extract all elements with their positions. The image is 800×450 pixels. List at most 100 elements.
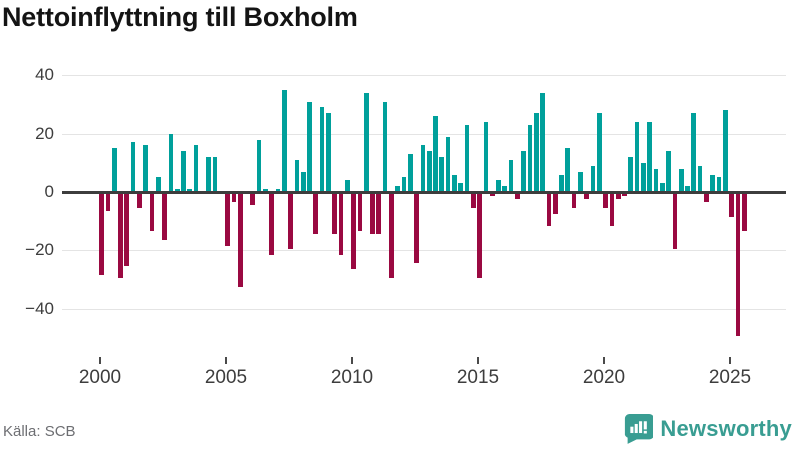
bar bbox=[162, 193, 167, 241]
bar bbox=[622, 193, 627, 197]
bar bbox=[407, 154, 413, 192]
grid-line bbox=[62, 250, 786, 252]
bar bbox=[313, 193, 319, 235]
x-tick-label: 2010 bbox=[330, 367, 374, 388]
x-tick-mark bbox=[603, 357, 605, 364]
bar bbox=[105, 193, 111, 211]
bar bbox=[181, 151, 186, 192]
bar bbox=[508, 159, 514, 192]
bar bbox=[237, 193, 243, 287]
bar bbox=[351, 193, 356, 270]
bar bbox=[256, 139, 262, 192]
bar bbox=[533, 113, 539, 192]
x-tick-mark bbox=[477, 357, 479, 364]
bar bbox=[420, 145, 426, 192]
bar bbox=[332, 193, 338, 235]
bar bbox=[206, 157, 212, 192]
grid-line bbox=[62, 133, 786, 135]
bar bbox=[704, 193, 709, 203]
bar bbox=[483, 122, 489, 192]
bar bbox=[319, 107, 325, 192]
bar bbox=[641, 162, 646, 192]
bar bbox=[489, 193, 495, 197]
x-tick-mark bbox=[729, 357, 731, 364]
bar bbox=[609, 193, 615, 226]
bar bbox=[477, 193, 482, 279]
bar bbox=[307, 101, 312, 192]
bar bbox=[357, 193, 363, 232]
bar bbox=[231, 193, 237, 203]
bar bbox=[666, 151, 671, 192]
bar bbox=[521, 151, 527, 192]
zero-axis-line bbox=[62, 190, 786, 194]
source-note: Källa: SCB bbox=[3, 423, 76, 440]
grid-line bbox=[62, 308, 786, 310]
bar bbox=[124, 193, 130, 267]
bar bbox=[281, 89, 287, 192]
bar bbox=[540, 92, 545, 192]
x-tick-label: 2020 bbox=[582, 367, 626, 388]
bar bbox=[212, 157, 218, 192]
bar bbox=[565, 148, 571, 192]
bar bbox=[659, 183, 665, 192]
bar bbox=[458, 183, 464, 192]
bar bbox=[615, 193, 621, 200]
bar bbox=[722, 110, 728, 192]
bar bbox=[546, 193, 552, 226]
bar bbox=[685, 186, 690, 192]
bar bbox=[527, 124, 533, 192]
bar bbox=[137, 193, 142, 209]
bar bbox=[149, 193, 155, 232]
bar bbox=[578, 171, 583, 192]
x-tick-label: 2025 bbox=[708, 367, 752, 388]
bar bbox=[496, 180, 501, 192]
newsworthy-logo: Newsworthy bbox=[624, 413, 792, 444]
bar bbox=[250, 193, 256, 206]
bar bbox=[628, 157, 634, 192]
bar bbox=[426, 151, 432, 192]
bar bbox=[155, 177, 161, 192]
x-tick-mark bbox=[99, 357, 101, 364]
bar bbox=[389, 193, 394, 279]
bar bbox=[130, 142, 136, 192]
bar bbox=[445, 136, 451, 192]
newsworthy-speech-bubble-chart-icon bbox=[624, 413, 655, 444]
bar bbox=[729, 193, 734, 217]
bar bbox=[401, 177, 407, 192]
bar bbox=[647, 122, 653, 192]
bar bbox=[678, 168, 684, 192]
bar bbox=[326, 113, 331, 192]
bar bbox=[363, 92, 369, 192]
x-tick-mark bbox=[225, 357, 227, 364]
bar bbox=[672, 193, 678, 249]
bar bbox=[653, 168, 659, 192]
bar bbox=[741, 193, 747, 232]
bar bbox=[452, 174, 457, 192]
bar bbox=[414, 193, 419, 264]
bar bbox=[168, 133, 174, 192]
bar bbox=[502, 186, 508, 192]
bar bbox=[344, 180, 350, 192]
bar bbox=[515, 193, 520, 200]
bar bbox=[464, 124, 470, 192]
bar bbox=[193, 145, 199, 192]
y-tick-label: −20 bbox=[25, 240, 54, 260]
bar bbox=[596, 113, 602, 192]
bar bbox=[590, 165, 596, 192]
y-tick-label: 20 bbox=[35, 123, 54, 143]
bar bbox=[382, 101, 388, 192]
chart-title: Nettoinflyttning till Boxholm bbox=[2, 2, 358, 32]
x-tick-label: 2015 bbox=[456, 367, 500, 388]
bar bbox=[288, 193, 293, 249]
bar bbox=[697, 165, 703, 192]
bar bbox=[439, 157, 445, 192]
bar bbox=[294, 159, 300, 192]
bar bbox=[300, 171, 306, 192]
bar bbox=[603, 193, 608, 209]
bar bbox=[376, 193, 382, 235]
bar bbox=[370, 193, 375, 235]
bar bbox=[571, 193, 577, 209]
bar bbox=[338, 193, 344, 255]
bar bbox=[559, 174, 564, 192]
